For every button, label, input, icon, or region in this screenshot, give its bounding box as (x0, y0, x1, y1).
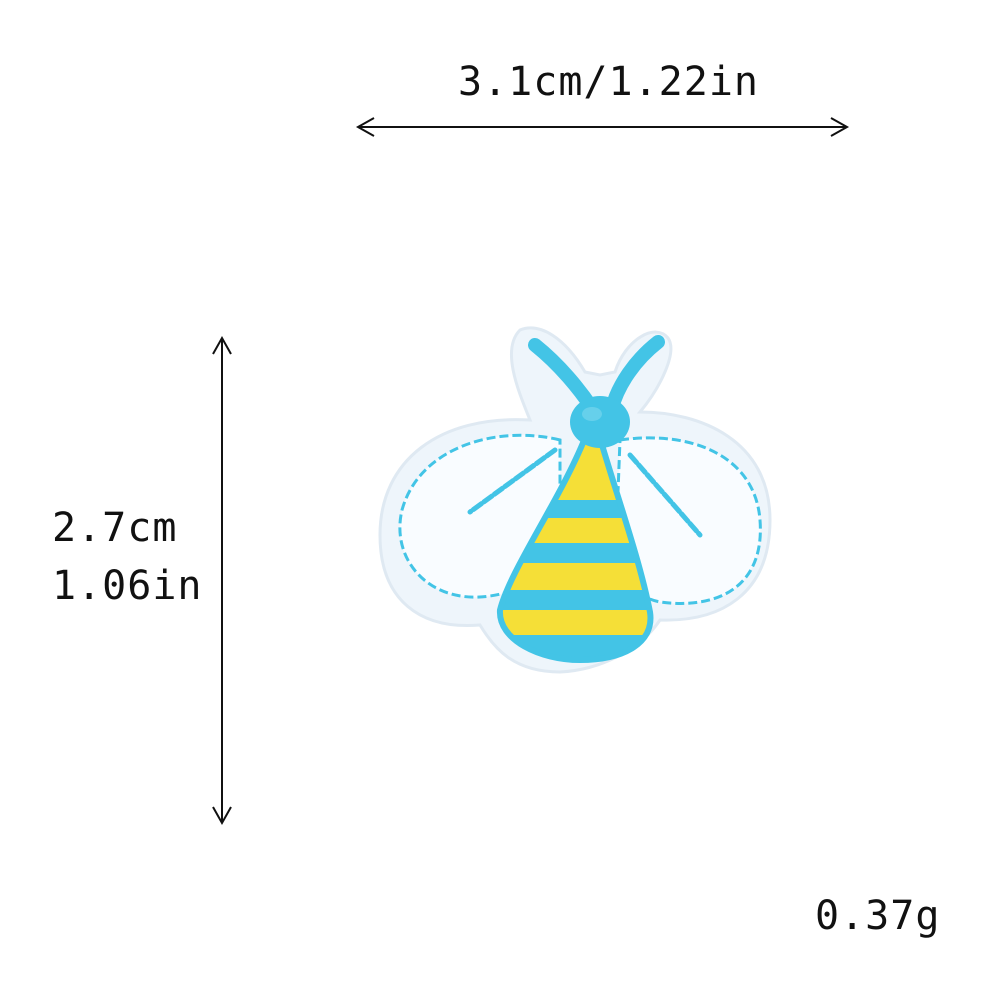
bee-head (570, 396, 630, 448)
width-dimension-label: 3.1cm/1.22in (458, 59, 759, 105)
bee-patch-icon (378, 326, 772, 674)
height-dimension-cm-label: 2.7cm (52, 505, 178, 551)
weight-label: 0.37g (815, 893, 941, 939)
width-arrow (355, 117, 850, 137)
height-arrow (212, 335, 232, 826)
height-dimension-in-label: 1.06in (52, 563, 203, 609)
